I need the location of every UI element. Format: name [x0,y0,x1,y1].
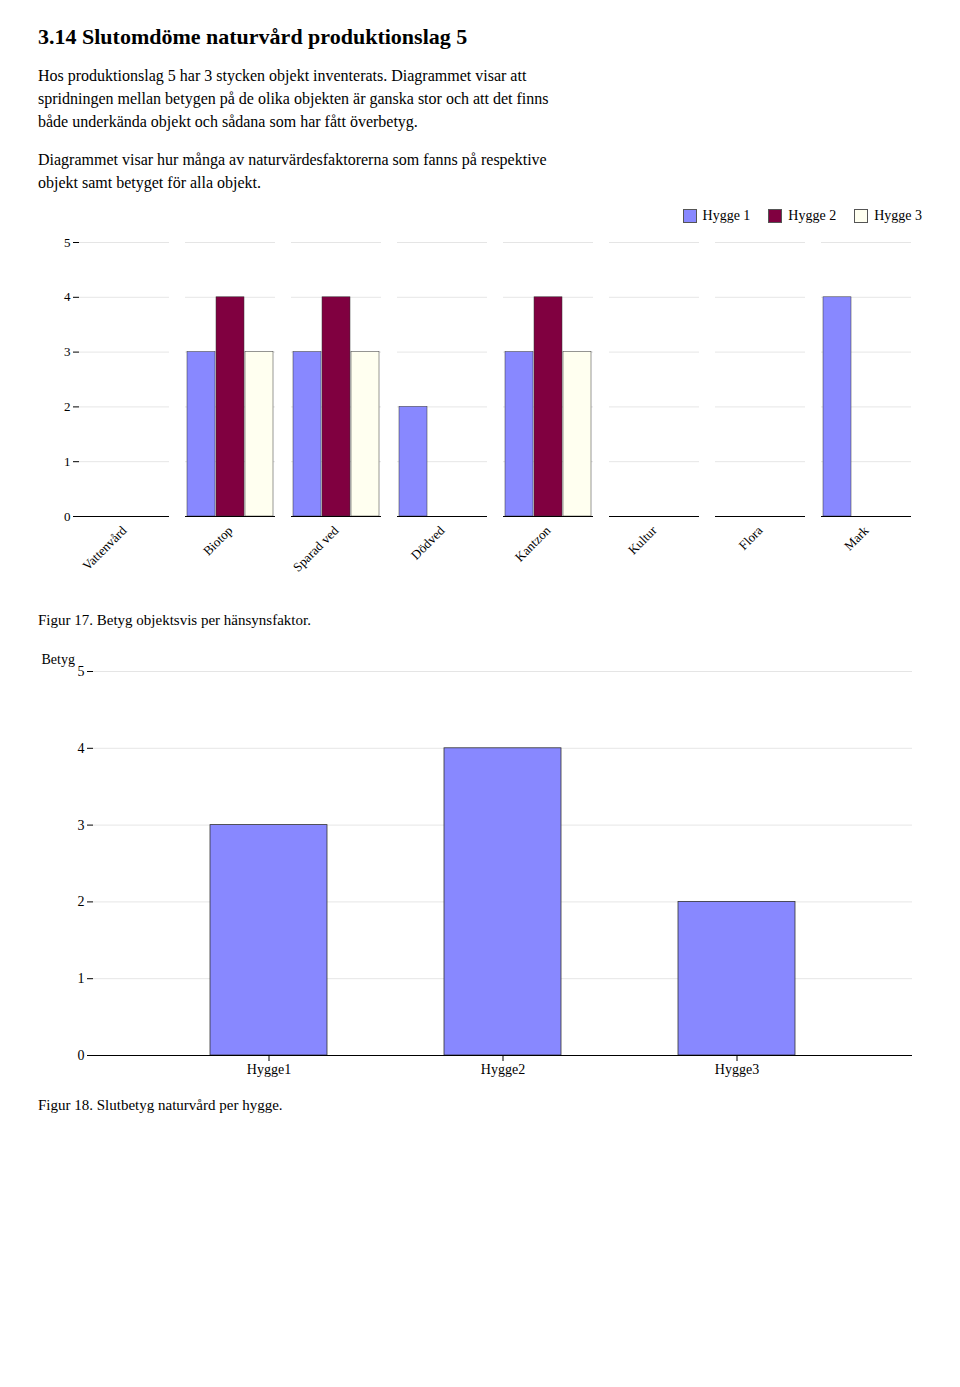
svg-text:1: 1 [64,454,71,469]
svg-text:Kantzon: Kantzon [512,522,554,564]
html-text:Hygge 1: Hygge 1 [702,207,751,223]
svg-text:Dödved: Dödved [408,522,448,562]
svg-text:3: 3 [78,818,85,833]
svg-text:2: 2 [78,894,85,909]
svg-text:Biotop: Biotop [200,523,236,559]
svg-text:5: 5 [78,664,85,679]
html-text:Figur 17. Betyg objektsvis per: Figur 17. Betyg objektsvis per hänsynsfa… [38,611,311,628]
svg-text:Hygge1: Hygge1 [247,1062,291,1077]
svg-text:2: 2 [64,399,71,414]
svg-text:0: 0 [64,509,71,524]
svg-text:Hygge3: Hygge3 [715,1062,759,1077]
html-text:Diagrammet visar hur många av: Diagrammet visar hur många av naturvärde… [38,150,547,168]
svg-text:Kultur: Kultur [625,522,660,557]
svg-text:4: 4 [64,289,71,304]
html-text:Figur 18. Slutbetyg naturvård: Figur 18. Slutbetyg naturvård per hygge. [38,1096,283,1113]
svg-text:4: 4 [78,741,85,756]
html-text:Hygge 2: Hygge 2 [788,207,837,223]
svg-text:Mark: Mark [841,522,872,553]
html-text:objekt samt betyget för alla o: objekt samt betyget för alla objekt. [38,173,261,191]
svg-text:0: 0 [78,1048,85,1063]
svg-text:1: 1 [78,971,85,986]
html-text:spridningen mellan betygen på: spridningen mellan betygen på de olika o… [38,90,549,108]
svg-text:Vattenvård: Vattenvård [79,522,130,573]
svg-text:Hygge2: Hygge2 [481,1062,525,1077]
svg-text:Sparad ved: Sparad ved [290,522,342,574]
svg-text:5: 5 [64,235,71,250]
html-text:3.14 Slutomdöme naturvård prod: 3.14 Slutomdöme naturvård produktionslag… [38,24,468,49]
svg-text:Flora: Flora [736,523,766,553]
html-text:Hos produktionslag 5 har 3 sty: Hos produktionslag 5 har 3 stycken objek… [38,67,527,84]
svg-text:Betyg: Betyg [42,652,75,667]
svg-text:3: 3 [64,344,71,359]
html-text:Hygge 3: Hygge 3 [874,207,922,223]
html-text:både underkända objekt och såd: både underkända objekt och sådana som ha… [38,113,418,131]
